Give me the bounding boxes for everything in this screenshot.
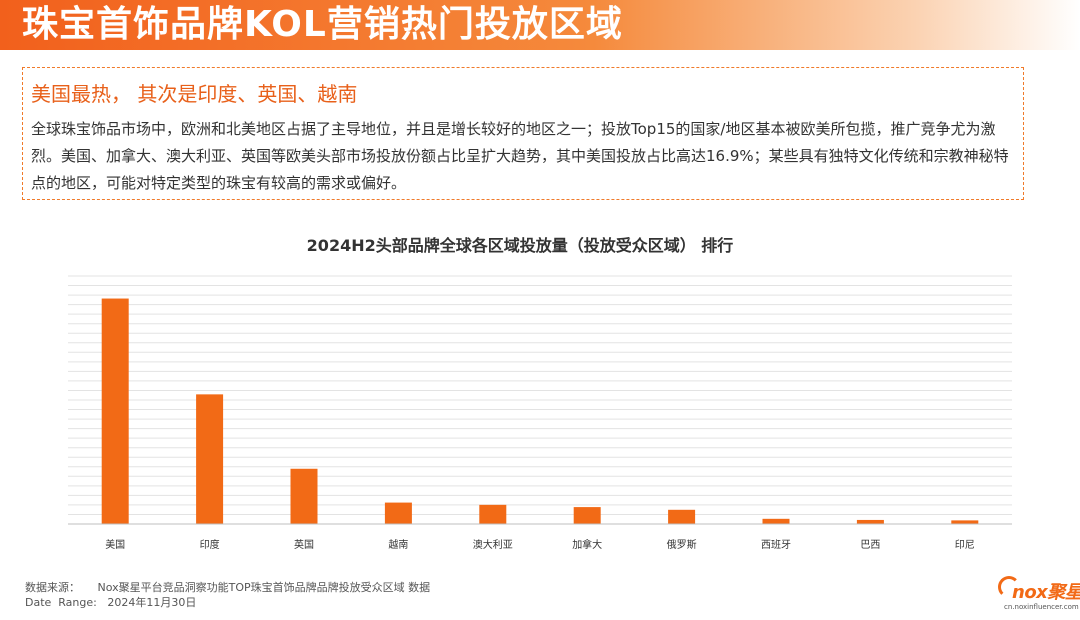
chart-bars xyxy=(101,298,979,524)
title-bar: 珠宝首饰品牌KOL营销热门投放区域 xyxy=(0,0,1080,50)
bar-8 xyxy=(856,519,884,524)
bar-4 xyxy=(479,504,507,524)
bar-0 xyxy=(101,298,129,524)
x-tick-label: 越南 xyxy=(388,538,408,551)
x-tick-label: 美国 xyxy=(105,538,125,551)
date-value: 2024年11月30日 xyxy=(107,596,197,609)
x-tick-label: 澳大利亚 xyxy=(473,538,513,551)
x-tick-label: 西班牙 xyxy=(761,539,791,551)
bar-5 xyxy=(573,507,601,524)
summary-body: 全球珠宝饰品市场中，欧洲和北美地区占据了主导地位，并且是增长较好的地区之一；投放… xyxy=(31,120,1009,192)
summary-box: 美国最热， 其次是印度、英国、越南 全球珠宝饰品市场中，欧洲和北美地区占据了主导… xyxy=(22,67,1024,200)
bar-1 xyxy=(196,394,224,524)
bar-7 xyxy=(762,518,790,524)
date-label: Date Range: xyxy=(25,596,97,609)
x-tick-label: 印度 xyxy=(200,538,220,551)
source-line: 数据来源： Nox聚星平台竞品洞察功能TOP珠宝首饰品牌品牌投放受众区域 数据 xyxy=(25,580,430,595)
bar-6 xyxy=(668,509,696,524)
source-value: Nox聚星平台竞品洞察功能TOP珠宝首饰品牌品牌投放受众区域 数据 xyxy=(97,581,431,594)
x-tick-labels: 美国 印度 英国 越南 澳大利亚 加拿大 俄罗斯 西班牙 巴西 印尼 xyxy=(105,538,975,551)
signal-icon xyxy=(998,576,1020,598)
bar-3 xyxy=(384,502,412,524)
logo-url: cn.noxinfluencer.com xyxy=(1004,603,1079,611)
brand-logo: nox聚星 cn.noxinfluencer.com xyxy=(998,574,1080,618)
summary-heading: 美国最热， 其次是印度、英国、越南 xyxy=(31,82,358,106)
data-source: 数据来源： Nox聚星平台竞品洞察功能TOP珠宝首饰品牌品牌投放受众区域 数据 … xyxy=(25,580,430,610)
chart-title: 2024H2头部品牌全球各区域投放量（投放受众区域） 排行 xyxy=(306,236,734,255)
date-line: Date Range: 2024年11月30日 xyxy=(25,595,430,610)
x-tick-label: 巴西 xyxy=(860,539,880,551)
source-label: 数据来源： xyxy=(25,581,80,594)
page-title: 珠宝首饰品牌KOL营销热门投放区域 xyxy=(22,4,623,45)
x-tick-label: 俄罗斯 xyxy=(667,538,697,551)
bar-9 xyxy=(951,520,979,524)
x-tick-label: 英国 xyxy=(294,538,314,551)
bar-chart: 美国 印度 英国 越南 澳大利亚 加拿大 俄罗斯 西班牙 巴西 印尼 xyxy=(68,275,1012,551)
x-tick-label: 印尼 xyxy=(955,539,975,551)
chart-gridlines xyxy=(68,275,1012,525)
x-tick-label: 加拿大 xyxy=(572,538,602,551)
logo-text: nox聚星 xyxy=(1012,582,1080,603)
bar-2 xyxy=(290,468,318,524)
